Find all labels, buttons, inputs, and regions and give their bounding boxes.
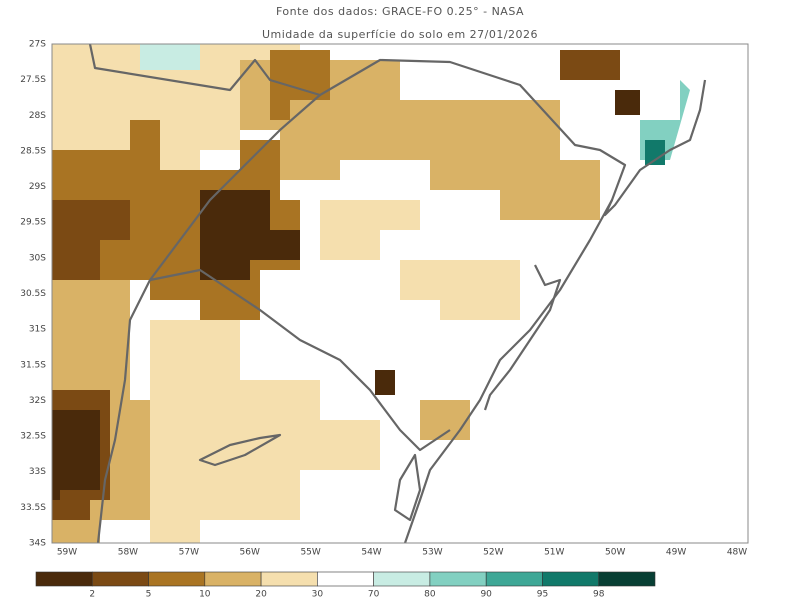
lat-label: 33.5S <box>20 503 46 513</box>
lon-label: 53W <box>422 548 442 558</box>
lat-label: 29.5S <box>20 218 46 228</box>
colorbar-label: 98 <box>593 590 605 600</box>
colorbar-label: 10 <box>199 590 211 600</box>
colorbar-swatch <box>429 571 487 587</box>
colorbar-swatch <box>598 571 656 587</box>
lat-label: 31.5S <box>20 360 46 370</box>
colorbar-swatch <box>373 571 431 587</box>
lat-label: 33S <box>29 467 46 477</box>
colorbar-swatch <box>260 571 318 587</box>
colorbar-swatch <box>35 571 93 587</box>
lat-label: 28.5S <box>20 146 46 156</box>
map-subtitle: Umidade da superfície do solo em 27/01/2… <box>262 28 538 41</box>
colorbar-swatch <box>542 571 600 587</box>
borders <box>88 43 707 544</box>
lat-label: 27S <box>29 40 46 50</box>
lat-label: 30.5S <box>20 289 46 299</box>
lon-label: 56W <box>240 548 260 558</box>
map-frame <box>51 43 749 544</box>
lon-label: 59W <box>57 548 77 558</box>
lon-label: 57W <box>179 548 199 558</box>
map-field <box>52 44 748 543</box>
colorbar-label: 95 <box>537 590 548 600</box>
map-title: Fonte dos dados: GRACE-FO 0.25° - NASA <box>276 5 524 18</box>
lon-label: 51W <box>544 548 564 558</box>
lat-label: 28S <box>29 111 46 121</box>
colorbar-swatch <box>204 571 262 587</box>
lon-label: 48W <box>727 548 747 558</box>
lon-label: 50W <box>605 548 625 558</box>
lon-label: 54W <box>361 548 381 558</box>
lat-label: 27.5S <box>20 75 46 85</box>
lat-label: 30S <box>29 253 46 263</box>
lon-label: 49W <box>666 548 686 558</box>
colorbar-swatch <box>317 571 374 587</box>
colorbar-label: 70 <box>368 590 380 600</box>
colorbar-label: 80 <box>424 590 436 600</box>
colorbar-swatch <box>91 571 149 587</box>
colorbar-label: 20 <box>255 590 267 600</box>
lat-label: 31S <box>29 325 46 335</box>
lat-label: 34S <box>29 539 46 549</box>
colorbar-label: 30 <box>312 590 324 600</box>
lon-label: 55W <box>300 548 320 558</box>
lat-label: 32.5S <box>20 432 46 442</box>
lat-label: 29S <box>29 182 46 192</box>
colorbar-swatch <box>148 571 206 587</box>
lon-label: 52W <box>483 548 503 558</box>
colorbar-label: 5 <box>146 590 152 600</box>
lat-label: 32S <box>29 396 46 406</box>
colorbar-swatch <box>485 571 543 587</box>
lon-label: 58W <box>118 548 138 558</box>
colorbar-label: 90 <box>480 590 492 600</box>
colorbar-label: 2 <box>89 590 95 600</box>
